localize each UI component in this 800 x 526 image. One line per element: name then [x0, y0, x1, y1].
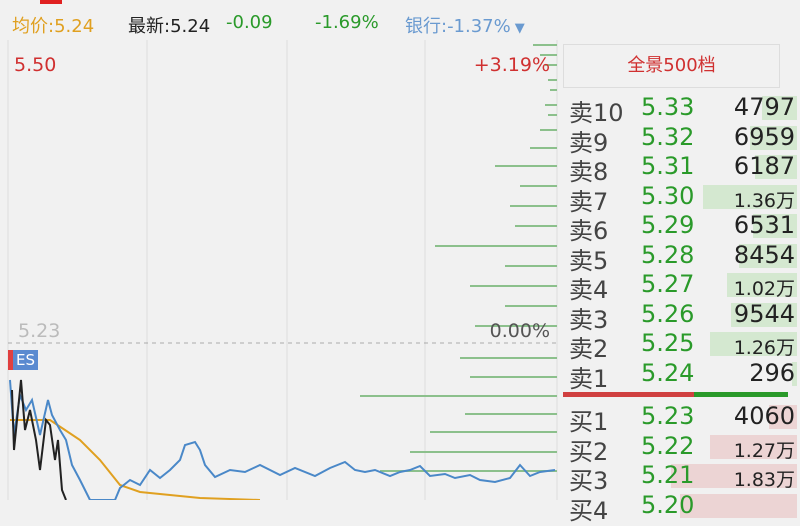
volume-bar — [792, 361, 797, 386]
volume-bar — [710, 332, 797, 356]
prev-close-label: 5.23 — [18, 320, 61, 342]
level-volume: 6959 — [733, 122, 795, 151]
level-label: 卖4 — [569, 276, 609, 304]
volume-bar — [752, 214, 797, 238]
level-volume: 4060 — [733, 402, 795, 430]
sector-dropdown[interactable]: 银行:-1.37% ▼ — [405, 12, 525, 38]
volume-line — [11, 379, 67, 500]
level-price: 5.22 — [641, 431, 695, 460]
volume-bar — [761, 96, 797, 120]
level-price: 5.26 — [641, 299, 695, 328]
ratio-sell-part — [563, 392, 694, 397]
ask-row[interactable]: 卖2 5.25 1.26万 — [563, 329, 797, 363]
level-volume: 296 — [749, 358, 795, 387]
level-volume: 1.26万 — [733, 337, 795, 359]
level-label: 买3 — [569, 467, 609, 495]
avg-price: 均价:5.24 — [12, 16, 95, 37]
level-label: 买2 — [569, 437, 609, 466]
volume-bar — [670, 464, 797, 488]
intraday-chart[interactable]: 5.50 +3.19% 5.23 0.00% ES — [0, 40, 560, 500]
level-volume: 9544 — [733, 299, 795, 328]
level-label: 买4 — [569, 496, 609, 525]
full-depth-button[interactable]: 全景500档 — [563, 44, 780, 88]
ask-row[interactable]: 卖7 5.30 1.36万 — [563, 181, 797, 216]
chart-canvas — [7, 40, 558, 500]
bid-row[interactable]: 买1 5.23 4060 — [563, 402, 797, 436]
level-label: 卖10 — [569, 99, 624, 127]
volume-bar — [726, 273, 797, 297]
level-label: 卖6 — [569, 217, 609, 245]
ask-row[interactable]: 卖4 5.27 1.02万 — [563, 270, 797, 304]
volume-bar — [768, 405, 797, 429]
ask-row[interactable]: 卖8 5.31 6187 — [563, 152, 797, 186]
ask-row[interactable]: 卖5 5.28 8454 — [563, 240, 797, 275]
ask-row[interactable]: 卖9 5.32 6959 — [563, 122, 797, 157]
level-volume: 1.36万 — [733, 189, 795, 212]
order-book: 全景500档 卖10 5.33 4797 卖9 5.32 6959 卖8 5.3… — [563, 40, 800, 525]
level-price: 5.24 — [641, 358, 695, 387]
level-label: 卖8 — [569, 158, 609, 186]
level-price: 5.32 — [641, 122, 695, 151]
level-volume: 1.83万 — [733, 469, 795, 491]
level-price: 5.21 — [641, 461, 695, 489]
volume-bar — [754, 155, 797, 179]
level-price: 5.23 — [641, 402, 695, 430]
level-label: 卖5 — [569, 246, 609, 275]
volume-bar — [750, 125, 797, 150]
ask-row[interactable]: 卖10 5.33 4797 — [563, 93, 797, 127]
level-price: 5.29 — [641, 211, 695, 239]
level-label: 卖7 — [569, 187, 609, 216]
price-line — [9, 379, 556, 500]
level-volume: 6187 — [733, 152, 795, 180]
level-label: 卖1 — [569, 364, 609, 393]
high-price-label: 5.50 — [14, 54, 57, 76]
level-label: 卖3 — [569, 305, 609, 334]
level-price: 5.25 — [641, 329, 695, 357]
ask-row[interactable]: 卖1 5.24 296 — [563, 358, 797, 393]
level-volume: 1.02万 — [733, 278, 795, 300]
level-price: 5.28 — [641, 240, 695, 269]
level-volume: 1.27万 — [733, 439, 795, 462]
level-label: 卖9 — [569, 128, 609, 157]
ask-row[interactable]: 卖6 5.29 6531 — [563, 211, 797, 245]
bid-row[interactable]: 买4 5.20 — [563, 490, 797, 525]
level-label: 卖2 — [569, 335, 609, 363]
volume-bar — [710, 434, 797, 459]
price-change: -0.09 — [226, 12, 273, 33]
volume-bar — [680, 493, 797, 518]
buy-sell-ratio-bar — [563, 392, 788, 397]
latest-price: 最新:5.24 — [128, 16, 211, 37]
bid-row[interactable]: 买2 5.22 1.27万 — [563, 431, 797, 466]
level-price: 5.30 — [641, 181, 695, 210]
quote-header: 均价:5.24 最新:5.24 -0.09 -1.69% 银行:-1.37% ▼ — [0, 0, 800, 40]
level-price: 5.27 — [641, 270, 695, 298]
triangle-down-icon: ▼ — [514, 21, 525, 36]
ask-row[interactable]: 卖3 5.26 9544 — [563, 299, 797, 334]
es-badge[interactable]: ES — [8, 350, 38, 370]
sector-label: 银行:-1.37% — [405, 16, 511, 37]
level-volume: 8454 — [733, 240, 795, 269]
level-label: 买1 — [569, 408, 609, 436]
tab-indicator — [40, 0, 62, 4]
volume-bar — [731, 302, 797, 327]
bid-row[interactable]: 买3 5.21 1.83万 — [563, 461, 797, 495]
high-pct-label: +3.19% — [473, 54, 550, 76]
volume-bar — [738, 243, 797, 268]
level-price: 5.20 — [641, 490, 695, 519]
avg-price-line — [10, 419, 261, 500]
price-change-pct: -1.69% — [315, 12, 379, 33]
volume-bar — [703, 184, 797, 209]
level-price: 5.33 — [641, 93, 695, 121]
level-volume: 4797 — [733, 93, 795, 121]
zero-pct-label: 0.00% — [489, 320, 550, 342]
level-volume: 6531 — [733, 211, 795, 239]
level-price: 5.31 — [641, 152, 695, 180]
